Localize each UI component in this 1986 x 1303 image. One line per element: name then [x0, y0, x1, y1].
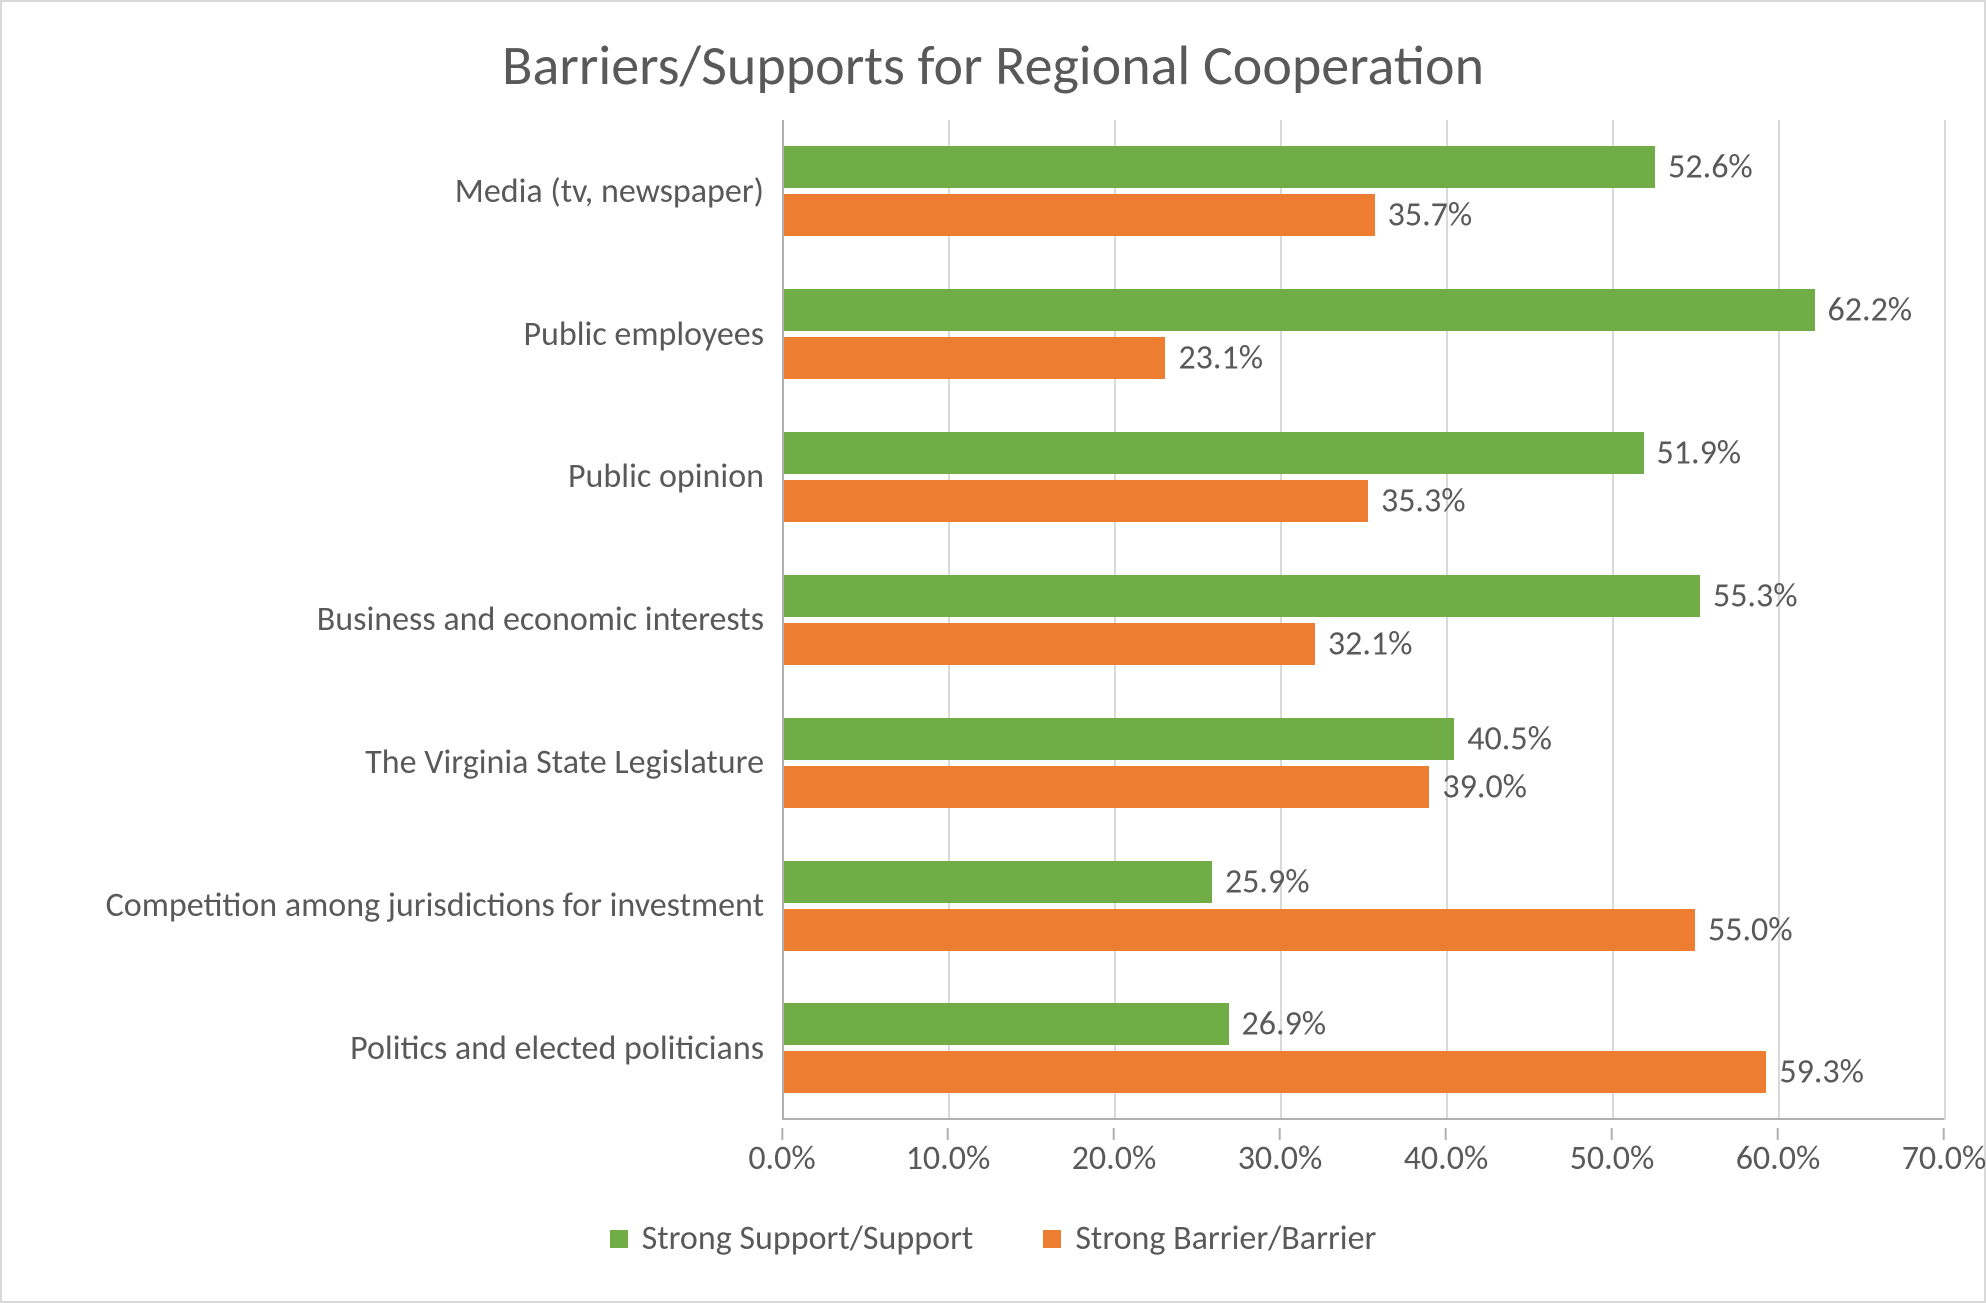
legend-label-barrier: Strong Barrier/Barrier [1075, 1218, 1376, 1259]
bar-value-label: 23.1% [1164, 338, 1263, 379]
bar-value-label: 51.9% [1643, 433, 1742, 474]
x-axis-tick-label: 40.0% [1404, 1138, 1489, 1179]
y-axis-label: Business and economic interests [42, 601, 764, 638]
chart-title: Barriers/Supports for Regional Cooperati… [42, 32, 1944, 100]
bar: 26.9% [782, 1003, 1229, 1045]
x-axis-tick-label: 30.0% [1238, 1138, 1323, 1179]
y-axis-label: Media (tv, newspaper) [42, 173, 764, 210]
y-axis-label: Competition among jurisdictions for inve… [42, 887, 764, 924]
legend-swatch-barrier [1043, 1230, 1061, 1248]
legend-swatch-support [610, 1230, 628, 1248]
legend-item-barrier: Strong Barrier/Barrier [1043, 1218, 1376, 1259]
bar: 59.3% [782, 1051, 1766, 1093]
bar: 39.0% [782, 766, 1429, 808]
bar: 25.9% [782, 861, 1212, 903]
bar-value-label: 59.3% [1765, 1052, 1864, 1093]
bar: 55.0% [782, 909, 1695, 951]
bar: 55.3% [782, 575, 1700, 617]
category-group: 55.3% 32.1% [782, 575, 1944, 665]
x-axis-tick-label: 20.0% [1072, 1138, 1157, 1179]
gridline [1944, 120, 1946, 1120]
bar: 62.2% [782, 289, 1815, 331]
category-group: 25.9% 55.0% [782, 861, 1944, 951]
legend-label-support: Strong Support/Support [642, 1218, 974, 1259]
bar-value-label: 25.9% [1211, 861, 1310, 902]
chart-container: Barriers/Supports for Regional Cooperati… [0, 0, 1986, 1303]
bar-value-label: 62.2% [1814, 290, 1913, 331]
bar: 51.9% [782, 432, 1644, 474]
bar: 35.3% [782, 480, 1368, 522]
bar: 40.5% [782, 718, 1454, 760]
y-axis-label: Politics and elected politicians [42, 1030, 764, 1067]
y-axis-label: Public opinion [42, 458, 764, 495]
x-axis-tick-label: 10.0% [906, 1138, 991, 1179]
bars-layer: 52.6% 35.7% 62.2% 23.1% 51.9% 35.3% 55.3% 32.1%… [782, 120, 1944, 1120]
legend-item-support: Strong Support/Support [610, 1218, 974, 1259]
plot-row: Media (tv, newspaper) Public employees Pub… [42, 120, 1944, 1120]
x-axis-tick-label: 50.0% [1570, 1138, 1655, 1179]
category-group: 62.2% 23.1% [782, 289, 1944, 379]
bar-value-label: 35.3% [1367, 481, 1466, 522]
bar-value-label: 39.0% [1428, 766, 1527, 807]
bar-value-label: 32.1% [1314, 623, 1413, 664]
y-axis-label: The Virginia State Legislature [42, 744, 764, 781]
bar-value-label: 55.0% [1694, 909, 1793, 950]
plot-area-wrap: 52.6% 35.7% 62.2% 23.1% 51.9% 35.3% 55.3% 32.1%… [782, 120, 1944, 1120]
x-axis-tick-label: 70.0% [1902, 1138, 1986, 1179]
y-axis-labels: Media (tv, newspaper) Public employees Pub… [42, 120, 782, 1120]
category-group: 51.9% 35.3% [782, 432, 1944, 522]
x-axis-tick-label: 0.0% [748, 1138, 815, 1179]
bar: 32.1% [782, 623, 1315, 665]
bar-value-label: 40.5% [1453, 718, 1552, 759]
bar: 23.1% [782, 337, 1165, 379]
bar-value-label: 52.6% [1654, 147, 1753, 188]
x-axis-ticks: 0.0%10.0%20.0%30.0%40.0%50.0%60.0%70.0% [782, 1128, 1944, 1188]
category-group: 52.6% 35.7% [782, 146, 1944, 236]
bar: 52.6% [782, 146, 1655, 188]
bar-value-label: 35.7% [1374, 195, 1473, 236]
y-axis-line [782, 120, 784, 1120]
plot-area: 52.6% 35.7% 62.2% 23.1% 51.9% 35.3% 55.3% 32.1%… [782, 120, 1944, 1120]
legend: Strong Support/Support Strong Barrier/Ba… [42, 1218, 1944, 1259]
x-axis-line [782, 1118, 1944, 1120]
bar-value-label: 26.9% [1228, 1004, 1327, 1045]
bar: 35.7% [782, 194, 1375, 236]
x-axis-tick-label: 60.0% [1736, 1138, 1821, 1179]
bar-value-label: 55.3% [1699, 575, 1798, 616]
category-group: 40.5% 39.0% [782, 718, 1944, 808]
y-axis-label: Public employees [42, 316, 764, 353]
category-group: 26.9% 59.3% [782, 1003, 1944, 1093]
